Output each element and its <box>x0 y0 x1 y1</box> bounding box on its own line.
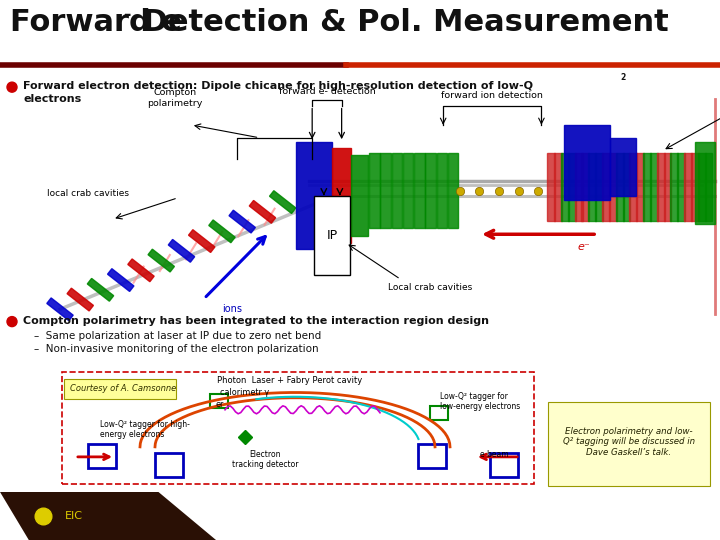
Polygon shape <box>554 153 562 221</box>
Polygon shape <box>229 210 256 233</box>
Polygon shape <box>296 142 332 249</box>
Polygon shape <box>602 153 610 221</box>
FancyBboxPatch shape <box>430 406 448 420</box>
Polygon shape <box>588 153 596 221</box>
Polygon shape <box>87 279 114 301</box>
Text: -: - <box>124 6 131 24</box>
Polygon shape <box>249 200 276 223</box>
Text: Electron
tracking detector: Electron tracking detector <box>232 450 298 469</box>
Polygon shape <box>436 153 447 228</box>
Text: Photon  Laser + Fabry Perot cavity: Photon Laser + Fabry Perot cavity <box>217 376 363 384</box>
Polygon shape <box>664 153 671 221</box>
Polygon shape <box>623 153 631 221</box>
Polygon shape <box>568 153 576 221</box>
Polygon shape <box>629 153 637 221</box>
Text: forward e- detection: forward e- detection <box>279 86 375 96</box>
Text: Courtesy of A. Camsonne: Courtesy of A. Camsonne <box>70 384 176 393</box>
Polygon shape <box>704 153 712 221</box>
Polygon shape <box>684 153 692 221</box>
FancyBboxPatch shape <box>210 394 228 408</box>
Polygon shape <box>636 153 644 221</box>
Polygon shape <box>426 153 436 228</box>
Text: Jefferson Lab: Jefferson Lab <box>599 509 698 523</box>
Polygon shape <box>148 249 174 272</box>
Polygon shape <box>209 220 235 243</box>
Polygon shape <box>595 153 603 221</box>
Polygon shape <box>414 153 425 228</box>
Text: e beam: e beam <box>480 450 508 459</box>
FancyBboxPatch shape <box>314 195 350 275</box>
Text: Compton polarimetry has been integrated to the interaction region design: Compton polarimetry has been integrated … <box>23 315 489 326</box>
Polygon shape <box>657 153 665 221</box>
FancyBboxPatch shape <box>418 444 446 468</box>
FancyBboxPatch shape <box>62 372 534 484</box>
Text: electrons: electrons <box>23 94 81 104</box>
Polygon shape <box>609 153 617 221</box>
Polygon shape <box>351 155 368 237</box>
Text: e⁻: e⁻ <box>577 242 590 252</box>
Text: EIC: EIC <box>65 511 83 521</box>
Polygon shape <box>678 153 685 221</box>
Text: forward ion detection: forward ion detection <box>441 91 543 99</box>
Text: Electron polarimetry and low-
Q² tagging will be discussed in
Dave Gaskell’s tal: Electron polarimetry and low- Q² tagging… <box>563 427 695 457</box>
Polygon shape <box>0 492 216 540</box>
FancyBboxPatch shape <box>155 453 183 477</box>
Polygon shape <box>643 153 651 221</box>
Polygon shape <box>269 191 296 213</box>
FancyBboxPatch shape <box>490 453 518 477</box>
Text: Low-Q² tagger for high-
energy electrons: Low-Q² tagger for high- energy electrons <box>100 420 190 439</box>
Text: er: er <box>215 400 223 409</box>
Polygon shape <box>47 298 73 321</box>
Polygon shape <box>392 153 402 228</box>
Text: ions: ions <box>222 303 242 314</box>
Polygon shape <box>698 153 706 221</box>
Text: local crab cavities: local crab cavities <box>47 189 129 198</box>
FancyBboxPatch shape <box>64 379 176 399</box>
Polygon shape <box>189 230 215 253</box>
Circle shape <box>7 82 17 92</box>
Polygon shape <box>107 269 134 292</box>
Polygon shape <box>575 153 582 221</box>
Text: Detection & Pol. Measurement: Detection & Pol. Measurement <box>132 8 668 37</box>
Polygon shape <box>564 125 610 200</box>
Text: 2: 2 <box>620 73 625 82</box>
Polygon shape <box>561 153 569 221</box>
Text: Low-Q² tagger for
low-energy electrons: Low-Q² tagger for low-energy electrons <box>440 392 521 411</box>
Polygon shape <box>582 153 590 221</box>
Text: Compton
polarimetry: Compton polarimetry <box>147 89 202 108</box>
Polygon shape <box>67 288 94 311</box>
Polygon shape <box>616 153 624 221</box>
Polygon shape <box>448 153 458 228</box>
Text: calorimetr γ: calorimetr γ <box>220 388 269 397</box>
Circle shape <box>7 316 17 327</box>
Text: –  Non-invasive monitoring of the electron polarization: – Non-invasive monitoring of the electro… <box>34 343 319 354</box>
Polygon shape <box>369 153 379 228</box>
FancyBboxPatch shape <box>88 444 116 468</box>
Text: –  Same polarization at laser at IP due to zero net bend: – Same polarization at laser at IP due t… <box>34 330 321 341</box>
Polygon shape <box>670 153 678 221</box>
Text: Local crab cavities: Local crab cavities <box>387 284 472 292</box>
Text: Forward electron detection: Dipole chicane for high-resolution detection of low-: Forward electron detection: Dipole chica… <box>23 81 533 91</box>
Polygon shape <box>547 153 555 221</box>
Text: Forward e: Forward e <box>10 8 182 37</box>
Polygon shape <box>650 153 657 221</box>
Polygon shape <box>168 239 194 262</box>
Polygon shape <box>696 142 715 224</box>
Polygon shape <box>332 148 351 243</box>
Polygon shape <box>127 259 154 282</box>
FancyBboxPatch shape <box>548 402 710 486</box>
Polygon shape <box>380 153 391 228</box>
Text: IP: IP <box>326 229 338 242</box>
Polygon shape <box>403 153 413 228</box>
Polygon shape <box>691 153 698 221</box>
Polygon shape <box>610 138 636 195</box>
